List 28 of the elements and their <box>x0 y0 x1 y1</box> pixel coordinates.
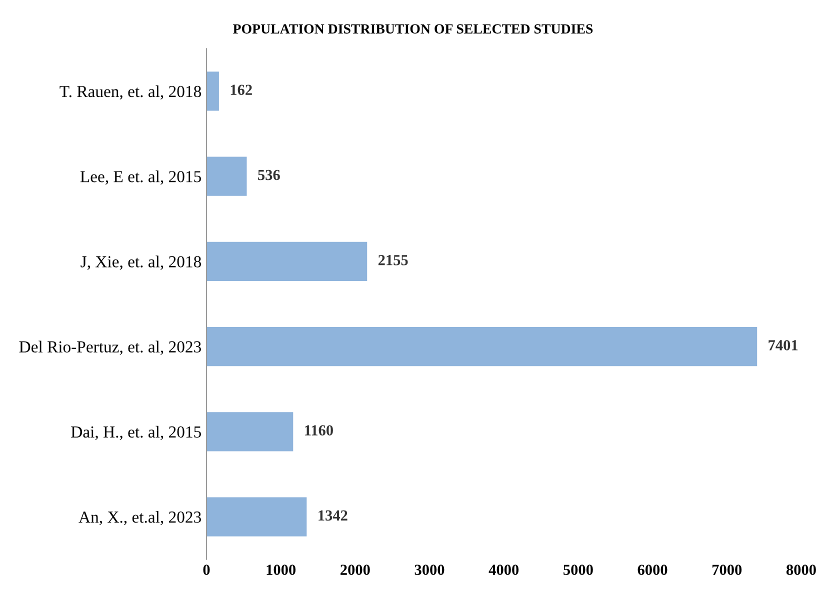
x-tick-label: 4000 <box>488 564 519 575</box>
x-tick-label: 1000 <box>266 564 296 575</box>
bar <box>206 156 247 196</box>
x-tick-label: 6000 <box>638 564 668 575</box>
data-label: 7401 <box>768 340 798 350</box>
x-tick-label: 3000 <box>414 564 444 575</box>
x-tick-label: 2000 <box>340 564 370 575</box>
chart-title: POPULATION DISTRIBUTION OF SELECTED STUDIES <box>233 24 593 34</box>
data-label: 162 <box>230 84 252 96</box>
bar <box>206 497 307 536</box>
bar <box>206 326 758 366</box>
y-tick-label: Dai, H., et. al, 2015 <box>71 426 201 440</box>
bar <box>206 72 219 111</box>
x-tick-label: 7000 <box>712 564 742 575</box>
data-label: 536 <box>258 170 280 180</box>
y-tick-label: An, X., et.al, 2023 <box>78 511 201 526</box>
y-tick-label: T. Rauen, et. al, 2018 <box>60 85 201 100</box>
data-label: 1160 <box>305 425 333 436</box>
x-tick-label: 5000 <box>564 564 593 575</box>
y-tick-label: Del Rio-Pertuz, et. al, 2023 <box>19 340 201 355</box>
bar <box>206 412 294 452</box>
data-label: 2155 <box>378 254 408 266</box>
y-tick-label: Lee, E et. al, 2015 <box>80 170 201 185</box>
x-tick-label: 0 <box>203 564 210 575</box>
y-tick-label: J, Xie, et. al, 2018 <box>80 256 201 270</box>
data-label: 1342 <box>318 510 348 521</box>
x-tick-label: 8000 <box>786 564 816 575</box>
bar <box>206 242 368 282</box>
